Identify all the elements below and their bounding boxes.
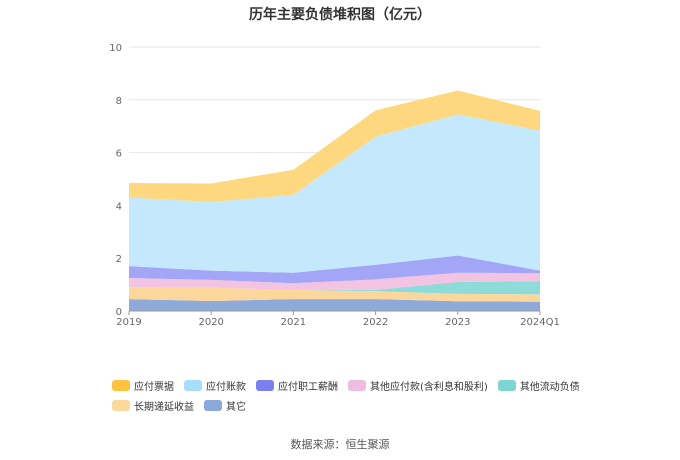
chart-legend: 应付票据 应付账款 应付职工薪酬 其他应付款(含利息和股利) 其他流动负债长期递延收益 其… [112, 378, 582, 413]
data-source-note: 数据来源：恒生聚源 [290, 438, 390, 451]
stacked-area-chart: 0 2 4 6 8 10 2019 2020 2021 2022 2023 2024Q1 [109, 43, 560, 328]
area-series-4 [129, 272, 540, 290]
area-series-3 [129, 281, 540, 295]
legend-item[interactable]: 其他应付款(含利息和股利) [348, 378, 488, 393]
y-tick-label: 6 [116, 149, 122, 160]
legend-item[interactable]: 应付职工薪酬 [256, 378, 338, 393]
x-tick-label: 2020 [198, 317, 223, 328]
legend-label: 其他流动负债 [519, 382, 580, 393]
chart-title: 历年主要负债堆积图（亿元） [249, 7, 431, 23]
legend-label: 应付职工薪酬 [278, 382, 338, 393]
legend-swatch [112, 380, 130, 391]
legend-label: 长期递延收益 [134, 402, 194, 413]
legend-item[interactable]: 其他流动负债 [497, 378, 580, 393]
legend-swatch [184, 380, 202, 391]
legend-swatch [112, 400, 130, 411]
legend-label: 其他应付款(含利息和股利) [370, 382, 488, 393]
x-tick-label: 2019 [116, 317, 141, 328]
legend-swatch [204, 400, 222, 411]
legend-item[interactable]: 长期递延收益 [112, 398, 194, 413]
area-series-7 [129, 90, 540, 202]
legend-swatch [348, 380, 366, 391]
x-tick-label: 2022 [363, 317, 388, 328]
legend-label: 应付账款 [206, 382, 246, 393]
legend-item[interactable]: 其它 [204, 398, 246, 413]
legend-swatch [256, 380, 274, 391]
y-tick-label: 10 [109, 43, 122, 54]
area-series-1 [129, 299, 540, 311]
y-tick-label: 2 [116, 254, 122, 265]
y-tick-label: 4 [116, 201, 122, 212]
area-series-6 [129, 114, 540, 273]
x-tick-label: 2024Q1 [520, 317, 560, 328]
area-series-5 [129, 255, 540, 284]
y-tick-label: 0 [116, 307, 122, 318]
legend-label: 应付票据 [134, 382, 174, 393]
legend-item[interactable]: 应付票据 [112, 378, 174, 393]
y-tick-label: 8 [116, 96, 122, 107]
x-tick-label: 2023 [445, 317, 470, 328]
area-series-2 [129, 287, 540, 302]
legend-label: 其它 [226, 402, 246, 413]
legend-swatch [497, 380, 516, 391]
x-tick-label: 2021 [281, 317, 306, 328]
legend-item[interactable]: 应付账款 [184, 378, 246, 393]
